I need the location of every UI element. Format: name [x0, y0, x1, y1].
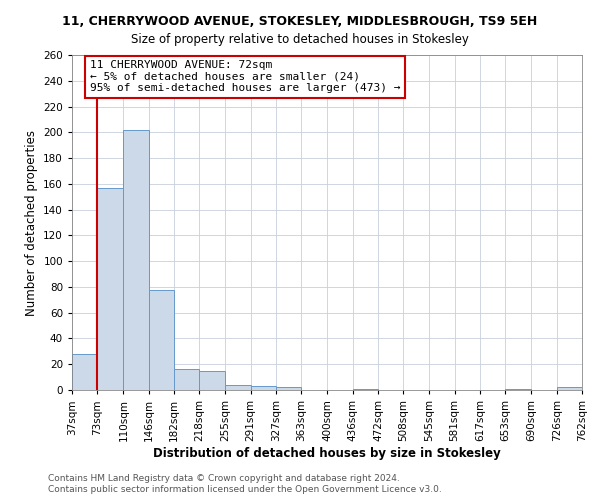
Bar	[226, 385, 251, 390]
X-axis label: Distribution of detached houses by size in Stokesley: Distribution of detached houses by size …	[153, 446, 501, 460]
Bar	[124, 130, 149, 390]
Bar	[199, 370, 226, 390]
Bar	[251, 386, 276, 390]
Bar	[557, 388, 582, 390]
Bar	[174, 370, 199, 390]
Text: 11, CHERRYWOOD AVENUE, STOKESLEY, MIDDLESBROUGH, TS9 5EH: 11, CHERRYWOOD AVENUE, STOKESLEY, MIDDLE…	[62, 15, 538, 28]
Bar	[149, 290, 174, 390]
Bar	[97, 188, 124, 390]
Text: Size of property relative to detached houses in Stokesley: Size of property relative to detached ho…	[131, 32, 469, 46]
Text: 11 CHERRYWOOD AVENUE: 72sqm
← 5% of detached houses are smaller (24)
95% of semi: 11 CHERRYWOOD AVENUE: 72sqm ← 5% of deta…	[90, 60, 400, 93]
Bar	[505, 388, 532, 390]
Y-axis label: Number of detached properties: Number of detached properties	[25, 130, 38, 316]
Bar	[72, 354, 97, 390]
Text: Contains HM Land Registry data © Crown copyright and database right 2024.
Contai: Contains HM Land Registry data © Crown c…	[48, 474, 442, 494]
Bar	[276, 388, 301, 390]
Bar	[353, 388, 378, 390]
